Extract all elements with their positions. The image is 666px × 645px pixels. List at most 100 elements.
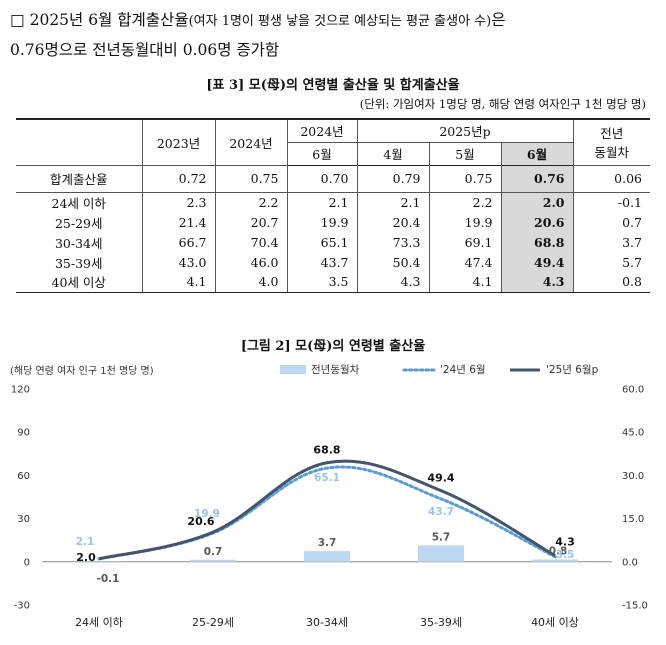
- table-row: 25-29세 21.4 20.7 19.9 20.4 19.9 20.6 0.7: [16, 212, 650, 232]
- cell: 4.3: [356, 272, 429, 293]
- cell-highlight: 68.8: [500, 232, 573, 252]
- cell: 0.79: [356, 165, 429, 193]
- cell: 2.2: [214, 192, 287, 212]
- cell: 4.1: [141, 272, 215, 293]
- table-unit-note: (단위: 가임여자 1명당 명, 해당 연령 여자인구 1천 명당 명): [359, 97, 646, 111]
- cell: 0.06: [572, 165, 650, 193]
- right-tick-label: 0.0: [622, 557, 638, 568]
- header-2024: 2024년: [214, 119, 287, 166]
- bar-yoy: [418, 545, 464, 562]
- cell: 43.7: [286, 252, 357, 272]
- legend-label-bar: 전년동월차: [311, 364, 360, 376]
- right-tick-label: -15.0: [622, 601, 648, 612]
- intro-paragraph: □ 2025년 6월 합계출산율(여자 1명이 평생 낳을 것으로 예상되는 평…: [10, 6, 660, 65]
- category-label: 24세 이하: [75, 615, 123, 629]
- row-label: 40세 이상: [16, 272, 142, 293]
- cell: 69.1: [428, 232, 501, 252]
- bar-yoy: [532, 559, 578, 562]
- left-tick-label: 30: [17, 514, 30, 525]
- table-row: 30-34세 66.7 70.4 65.1 73.3 69.1 68.8 3.7: [16, 232, 650, 252]
- line25-data-label: 20.6: [187, 515, 214, 528]
- intro-text-definition: (여자 1명이 평생 낳을 것으로 예상되는 평균 출생아 수): [188, 14, 492, 29]
- figure-title: [그림 2] 모(母)의 연령별 출산율: [240, 339, 426, 354]
- cell: 73.3: [356, 232, 429, 252]
- category-labels: 24세 이하 25-29세 30-34세 35-39세 40세 이상: [75, 615, 579, 629]
- cell: -0.1: [572, 192, 650, 212]
- cell: 4.1: [428, 272, 501, 293]
- cell: 0.7: [572, 212, 650, 232]
- category-label: 30-34세: [306, 616, 348, 629]
- header-2025p: 2025년p: [356, 119, 573, 143]
- row-label: 30-34세: [54, 235, 103, 251]
- chart-legend: 전년동월차 '24년 6월 '25년 6월p: [280, 364, 599, 376]
- bar-data-label: -0.1: [97, 573, 120, 585]
- intro-text-particle: 은: [491, 11, 506, 29]
- cell-highlight: 49.4: [500, 252, 573, 272]
- cell: 5.7: [572, 252, 650, 272]
- row-label: 24세 이하: [51, 195, 106, 211]
- header-blank: [16, 119, 142, 166]
- cell: 2.1: [286, 192, 357, 212]
- cell: 47.4: [428, 252, 501, 272]
- header-yoy: 전년 동월차: [572, 119, 650, 166]
- category-label: 40세 이상: [531, 616, 579, 629]
- bar-data-label: 0.7: [204, 546, 223, 558]
- table-title: [표 3] 모(母)의 연령별 출산율 및 합계출산율: [206, 78, 460, 93]
- header-2024-month: 2024년: [286, 119, 357, 143]
- cell: 43.0: [141, 252, 215, 272]
- cell-highlight: 2.0: [500, 192, 573, 212]
- cell-highlight: 20.6: [500, 212, 573, 232]
- cell: 20.4: [356, 212, 429, 232]
- cell: 3.5: [286, 272, 357, 293]
- bar-series: [76, 545, 578, 563]
- line25-data-label: 68.8: [313, 444, 340, 457]
- row-label: 합계출산율: [16, 165, 142, 193]
- cell: 46.0: [214, 252, 287, 272]
- header-2023: 2023년: [141, 119, 215, 166]
- cell: 70.4: [214, 232, 287, 252]
- cell: 65.1: [286, 232, 357, 252]
- legend-label-24: '24년 6월: [440, 364, 486, 376]
- checkbox-bullet: □: [10, 11, 25, 29]
- fertility-table: 2023년 2024년 2024년 2025년p 전년 동월차 6월 4월 5월…: [16, 118, 650, 293]
- chart-ylabel: (해당 연령 여자 인구 1천 명당 명): [10, 364, 154, 377]
- header-yoy-line2: 동월차: [594, 145, 629, 161]
- line25-data-label: 4.3: [555, 536, 575, 549]
- cell: 0.75: [428, 165, 501, 193]
- chart-axes: -30 0 30 60 90 120 -15.0 0.0 15.0 30.0 45.0 60.0: [11, 385, 648, 612]
- intro-line-2: 0.76명으로 전년동월대비 0.06명 증가함: [10, 41, 280, 59]
- cell: 19.9: [286, 212, 357, 232]
- cell-highlight: 4.3: [500, 272, 573, 293]
- cell: 66.7: [141, 232, 215, 252]
- left-tick-label: 60: [17, 471, 30, 482]
- table-row: 24세 이하 2.3 2.2 2.1 2.1 2.2 2.0 -0.1: [16, 192, 650, 212]
- header-2024-jun: 6월: [286, 142, 357, 165]
- table-row: 합계출산율 0.72 0.75 0.70 0.79 0.75 0.76 0.06: [16, 165, 650, 193]
- right-tick-label: 15.0: [622, 514, 644, 525]
- row-label: 35-39세: [54, 255, 103, 271]
- category-label: 25-29세: [192, 616, 234, 629]
- cell: 0.75: [214, 165, 287, 193]
- bar-yoy: [304, 551, 350, 562]
- header-2025-jun: 6월: [500, 142, 573, 165]
- header-yoy-line1: 전년: [600, 126, 624, 142]
- left-tick-label: 90: [17, 428, 30, 439]
- fertility-chart: (해당 연령 여자 인구 1천 명당 명) 전년동월차 '24년 6월 '25년 6…: [10, 364, 648, 629]
- cell: 21.4: [141, 212, 215, 232]
- line24-data-label: 19.9: [194, 508, 220, 520]
- line25-data-label: 49.4: [427, 472, 454, 485]
- left-tick-label: 0: [24, 557, 30, 568]
- line24-data-label: 2.1: [76, 536, 95, 548]
- left-tick-label: 120: [11, 385, 30, 396]
- header-2025-apr: 4월: [356, 142, 429, 165]
- cell: 2.3: [141, 192, 215, 212]
- right-tick-label: 60.0: [622, 385, 644, 396]
- table-row: 35-39세 43.0 46.0 43.7 50.4 47.4 49.4 5.7: [16, 252, 650, 272]
- cell: 0.70: [286, 165, 357, 193]
- intro-line-1: □ 2025년 6월 합계출산율(여자 1명이 평생 낳을 것으로 예상되는 평…: [10, 6, 660, 36]
- right-tick-label: 45.0: [622, 428, 644, 439]
- cell: 4.0: [214, 272, 287, 293]
- line24-data-label: 43.7: [428, 506, 454, 518]
- cell: 0.72: [141, 165, 215, 193]
- cell: 3.7: [572, 232, 650, 252]
